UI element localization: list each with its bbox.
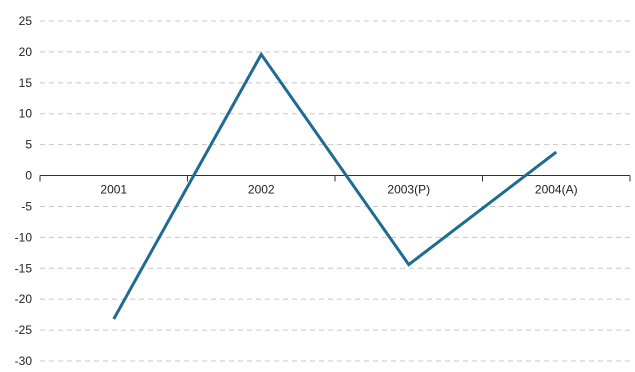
y-tick-label: 5: [25, 138, 32, 152]
series-layer: [112, 51, 558, 320]
y-tick-label: -25: [15, 323, 33, 337]
x-axis-tick-labels: 2001 2002 2003(P) 2004(A): [100, 183, 577, 197]
y-tick-label: -30: [15, 354, 33, 367]
y-tick-label: -15: [15, 261, 33, 275]
y-axis-tick-labels: 25 20 15 10 5 0 -5 -10 -15 -20 -25 -30: [15, 14, 33, 368]
x-tick-label: 2002: [248, 183, 275, 197]
x-tick-label: 2003(P): [387, 183, 430, 197]
x-tick-label: 2001: [100, 183, 127, 197]
y-tick-label: 15: [19, 76, 33, 90]
zero-axis: [39, 175, 631, 182]
y-tick-label: -20: [15, 292, 33, 306]
y-tick-label: -10: [15, 230, 33, 244]
y-tick-label: 25: [19, 14, 33, 28]
y-tick-label: -5: [21, 199, 32, 213]
series-line: [112, 51, 558, 320]
y-tick-label: 20: [19, 45, 33, 59]
x-tick-label: 2004(A): [535, 183, 578, 197]
y-tick-label: 0: [25, 169, 32, 183]
y-tick-label: 10: [19, 107, 33, 121]
